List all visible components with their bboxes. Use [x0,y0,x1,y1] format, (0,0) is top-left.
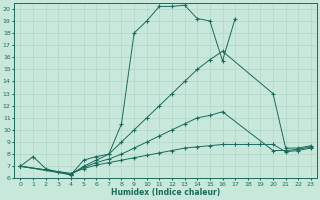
X-axis label: Humidex (Indice chaleur): Humidex (Indice chaleur) [111,188,220,197]
